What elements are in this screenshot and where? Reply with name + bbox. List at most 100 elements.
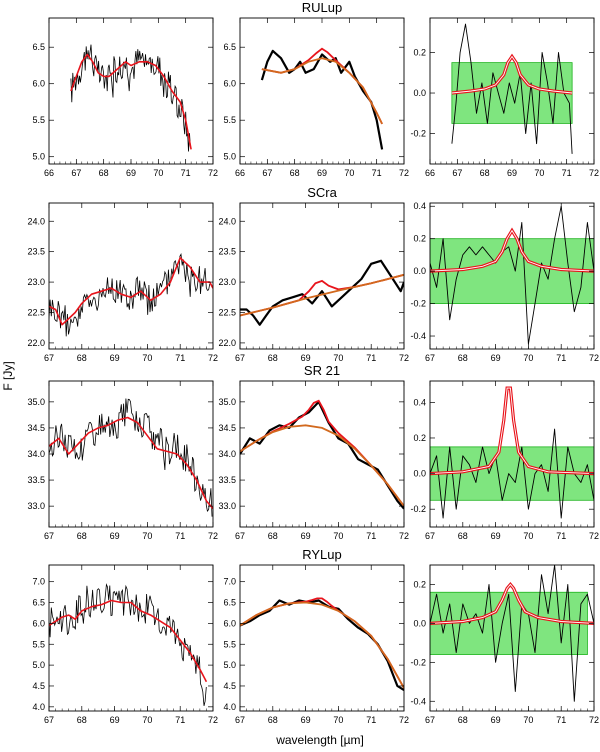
- x-tick-label: 68: [458, 531, 468, 541]
- y-tick-label: 22.5: [27, 308, 45, 318]
- x-tick-label: 71: [556, 353, 566, 363]
- series-data: [260, 49, 384, 150]
- panel-fit: 67 68 69 70 71 72 33.0 33.5 34.0 34.5 35.0: [218, 380, 409, 541]
- y-tick-label: 6.0: [32, 79, 45, 89]
- y-tick-label: 34.0: [27, 449, 45, 459]
- y-tick-label: 6.5: [223, 598, 236, 608]
- x-tick-label: 71: [366, 715, 376, 725]
- plot-area: [240, 399, 404, 510]
- y-tick-label: 6.5: [223, 42, 236, 52]
- y-tick-label: 4.5: [32, 681, 45, 691]
- panel-frame: [239, 17, 405, 165]
- x-tick-label: 72: [208, 531, 218, 541]
- panel-frame: [48, 564, 214, 712]
- y-tick-label: 5.0: [32, 152, 45, 162]
- y-tick-label: 0.0: [413, 469, 426, 479]
- y-tick-label: 5.5: [32, 115, 45, 125]
- y-tick-label: -0.4: [410, 331, 426, 341]
- series-model: [261, 47, 383, 125]
- x-tick-label: 71: [556, 715, 566, 725]
- x-tick-label: 70: [142, 531, 152, 541]
- plot-area: [430, 205, 594, 345]
- x-tick-label: 68: [268, 531, 278, 541]
- x-tick-label: 69: [317, 168, 327, 178]
- y-tick-label: 5.5: [32, 639, 45, 649]
- series-residual: [430, 565, 594, 702]
- y-tick-label: 35.0: [27, 397, 45, 407]
- y-tick-label: 0.2: [413, 433, 426, 443]
- y-tick-label: 5.0: [223, 152, 236, 162]
- plot-area: [430, 565, 594, 702]
- x-tick-label: 68: [268, 715, 278, 725]
- plot-area: [49, 583, 208, 706]
- plot-area: [240, 597, 404, 692]
- y-tick-label: 6.0: [223, 618, 236, 628]
- series-smoothed: [70, 53, 192, 150]
- y-tick-label: 33.0: [218, 501, 236, 511]
- x-tick-label: 69: [491, 715, 501, 725]
- series-residual: [430, 428, 594, 519]
- x-tick-label: 69: [126, 168, 136, 178]
- plot-area: [260, 47, 384, 150]
- panel-residual: 67 68 69 70 71 72 -0.4 -0.2 0.0 0.2: [410, 564, 599, 725]
- y-tick-label: 34.5: [218, 423, 236, 433]
- y-tick-label: 23.5: [218, 247, 236, 257]
- panel-raw: 66 67 68 69 70 71 72 5.0 5.5 6.0 6.5: [32, 17, 218, 178]
- x-tick-label: 69: [301, 715, 311, 725]
- y-tick-label: -0.4: [410, 696, 426, 706]
- x-tick-label: 70: [523, 353, 533, 363]
- series-line-profile-inner: [451, 55, 573, 94]
- x-tick-label: 70: [142, 353, 152, 363]
- y-tick-label: 33.0: [27, 501, 45, 511]
- x-tick-label: 71: [562, 168, 572, 178]
- x-tick-label: 66: [44, 168, 54, 178]
- y-tick-label: 34.5: [27, 423, 45, 433]
- x-tick-label: 71: [366, 531, 376, 541]
- x-tick-label: 69: [110, 353, 120, 363]
- x-tick-label: 72: [589, 531, 599, 541]
- series-line-profile-inner: [430, 229, 594, 272]
- y-tick-label: 0.0: [413, 266, 426, 276]
- x-tick-label: 70: [534, 168, 544, 178]
- x-tick-label: 69: [110, 531, 120, 541]
- x-tick-label: 67: [44, 531, 54, 541]
- x-tick-label: 68: [480, 168, 490, 178]
- panel-residual: 67 68 69 70 71 72 -0.4 -0.2 0.0 0.2 0.4: [410, 201, 599, 363]
- series-continuum-fit: [261, 57, 383, 125]
- x-tick-label: 72: [589, 168, 599, 178]
- plot-area: [240, 259, 404, 326]
- plot-area: [49, 398, 213, 517]
- series-continuum-fit: [240, 273, 404, 317]
- series-model: [240, 399, 404, 507]
- x-tick-label: 67: [71, 168, 81, 178]
- y-tick-label: 0.2: [413, 234, 426, 244]
- x-tick-label: 69: [110, 715, 120, 725]
- y-tick-label: 7.0: [32, 577, 45, 587]
- x-tick-label: 68: [77, 531, 87, 541]
- x-tick-label: 70: [523, 715, 533, 725]
- panel-raw: 67 68 69 70 71 72 4.0 4.5 5.0 5.5 6.0 6.5 7.0: [32, 564, 218, 725]
- y-tick-label: 0.2: [413, 579, 426, 589]
- x-tick-label: 72: [208, 715, 218, 725]
- x-tick-label: 70: [344, 168, 354, 178]
- panel-frame: [429, 564, 595, 712]
- x-tick-label: 72: [589, 353, 599, 363]
- y-tick-label: 22.0: [218, 338, 236, 348]
- plot-area: [49, 252, 213, 337]
- x-tick-label: 67: [425, 531, 435, 541]
- panel-frame: [429, 380, 595, 528]
- x-tick-label: 67: [262, 168, 272, 178]
- y-tick-label: 6.5: [32, 42, 45, 52]
- y-tick-label: 6.5: [32, 598, 45, 608]
- y-tick-label: 23.0: [27, 277, 45, 287]
- x-tick-label: 68: [268, 353, 278, 363]
- series-raw: [49, 252, 213, 337]
- panel-fit: 67 68 69 70 71 72 4.0 4.5 5.0 5.5 6.0 6.5 7.0: [223, 564, 409, 725]
- x-tick-label: 72: [399, 353, 409, 363]
- x-tick-label: 71: [556, 531, 566, 541]
- y-tick-label: 6.0: [32, 618, 45, 628]
